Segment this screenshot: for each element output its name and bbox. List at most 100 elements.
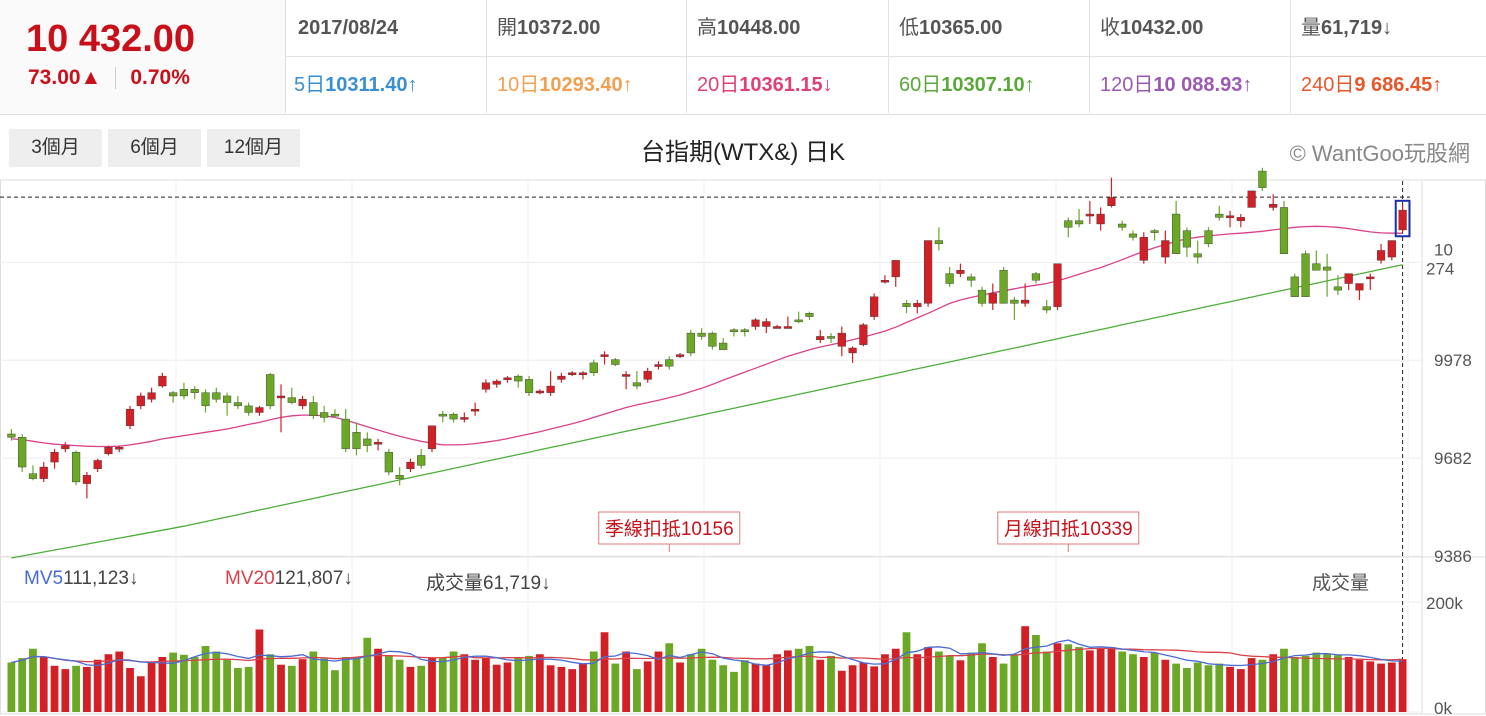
candle-body bbox=[622, 374, 631, 377]
volume-bar bbox=[1085, 650, 1094, 712]
volume-bar bbox=[1236, 669, 1245, 712]
candle-body bbox=[1074, 220, 1084, 225]
candle-body bbox=[427, 425, 437, 450]
candle bbox=[1010, 296, 1019, 320]
volume-bar bbox=[870, 666, 879, 712]
candle-body bbox=[158, 375, 167, 387]
candle bbox=[1161, 230, 1170, 264]
candle-body bbox=[341, 418, 350, 450]
volume-bar bbox=[471, 659, 480, 712]
candle bbox=[1355, 283, 1364, 301]
candle-body bbox=[72, 451, 81, 483]
candle bbox=[330, 409, 340, 418]
volume-bar bbox=[1323, 653, 1331, 712]
candle bbox=[1290, 273, 1299, 297]
candle bbox=[891, 260, 900, 287]
volume-bar bbox=[611, 663, 620, 712]
volume-bar bbox=[913, 654, 922, 712]
volume-bar bbox=[1258, 659, 1267, 712]
volume-bar bbox=[1129, 654, 1137, 712]
candle-body bbox=[934, 240, 943, 245]
volume-bar bbox=[1183, 668, 1191, 712]
candle-body bbox=[1215, 213, 1224, 218]
candle-body bbox=[1258, 170, 1267, 188]
candle-body bbox=[546, 385, 555, 393]
candle-body bbox=[740, 329, 749, 333]
ma60-line bbox=[11, 264, 1403, 559]
candle bbox=[1064, 217, 1073, 238]
candle-body bbox=[503, 377, 512, 380]
candle bbox=[611, 357, 620, 367]
volume-bar bbox=[557, 666, 566, 712]
volume-bar bbox=[126, 668, 134, 712]
candle-body bbox=[1279, 207, 1289, 254]
candle-body bbox=[471, 408, 480, 412]
candle bbox=[481, 379, 490, 393]
candle bbox=[686, 329, 695, 357]
volume-bar bbox=[395, 659, 404, 712]
candle bbox=[578, 371, 588, 380]
candle bbox=[956, 263, 965, 277]
volume-bar bbox=[93, 659, 102, 712]
candle bbox=[697, 328, 706, 340]
ohlc-row: 2017/08/24 開10372.00 高10448.00 低10365.00… bbox=[286, 0, 1486, 57]
volume-bar bbox=[665, 643, 674, 712]
candle bbox=[1215, 205, 1224, 221]
volume-bar bbox=[654, 651, 663, 712]
volume-bar bbox=[83, 666, 91, 712]
ma240-cell: 240日9 686.45↑ bbox=[1290, 57, 1442, 113]
deduction-marker-box bbox=[997, 511, 1140, 545]
volume-bar bbox=[460, 654, 469, 712]
candle bbox=[589, 359, 598, 377]
candle bbox=[395, 467, 404, 486]
candle-body bbox=[816, 336, 825, 340]
candle bbox=[309, 395, 318, 420]
candle bbox=[675, 352, 685, 358]
volume-bar bbox=[438, 657, 447, 712]
range-3m-button[interactable]: 3個月 bbox=[9, 129, 102, 167]
volume-bar bbox=[1301, 655, 1310, 712]
candle-body bbox=[363, 438, 372, 446]
candle-body bbox=[665, 359, 674, 367]
volume-bar bbox=[924, 647, 932, 712]
volume-bar bbox=[1096, 648, 1105, 712]
volume-bar bbox=[945, 655, 954, 712]
candle bbox=[1247, 190, 1256, 208]
candle-body bbox=[320, 412, 329, 418]
volume-bar bbox=[579, 663, 587, 712]
quote-header: 10 432.00 73.00▲ 0.70% 2017/08/24 開10372.… bbox=[0, 0, 1486, 115]
candle-body bbox=[568, 372, 577, 375]
candle bbox=[255, 405, 264, 416]
volume-cell: 量61,719↓ bbox=[1290, 0, 1392, 56]
candle-body bbox=[147, 392, 156, 400]
candle bbox=[1150, 228, 1159, 241]
volume-bar bbox=[449, 651, 458, 712]
last-price: 10 432.00 bbox=[26, 18, 196, 60]
range-6m-button[interactable]: 6個月 bbox=[108, 129, 201, 167]
candle-body bbox=[18, 437, 27, 468]
candle bbox=[125, 405, 135, 430]
candle bbox=[28, 465, 38, 481]
candle bbox=[1269, 194, 1278, 211]
volume-bar bbox=[1387, 662, 1396, 712]
volume-bar bbox=[934, 651, 943, 712]
volume-bar bbox=[72, 665, 80, 712]
candle-body bbox=[1376, 250, 1386, 261]
candle bbox=[859, 323, 868, 347]
volume-bar bbox=[633, 669, 641, 712]
price-tick-label: 9682 bbox=[1434, 449, 1472, 468]
range-12m-button[interactable]: 12個月 bbox=[207, 129, 300, 167]
candle-body bbox=[330, 413, 340, 417]
candle bbox=[492, 379, 501, 388]
candle bbox=[115, 445, 124, 453]
volume-bar bbox=[233, 668, 242, 712]
candle bbox=[719, 338, 728, 350]
candle-body bbox=[1053, 263, 1062, 307]
candle-body bbox=[298, 399, 307, 407]
volume-bar bbox=[503, 662, 512, 712]
volume-bar bbox=[7, 662, 16, 712]
ma60-cell: 60日10307.10↑ bbox=[888, 57, 1035, 113]
candle bbox=[600, 351, 609, 365]
candle-body bbox=[266, 374, 275, 407]
